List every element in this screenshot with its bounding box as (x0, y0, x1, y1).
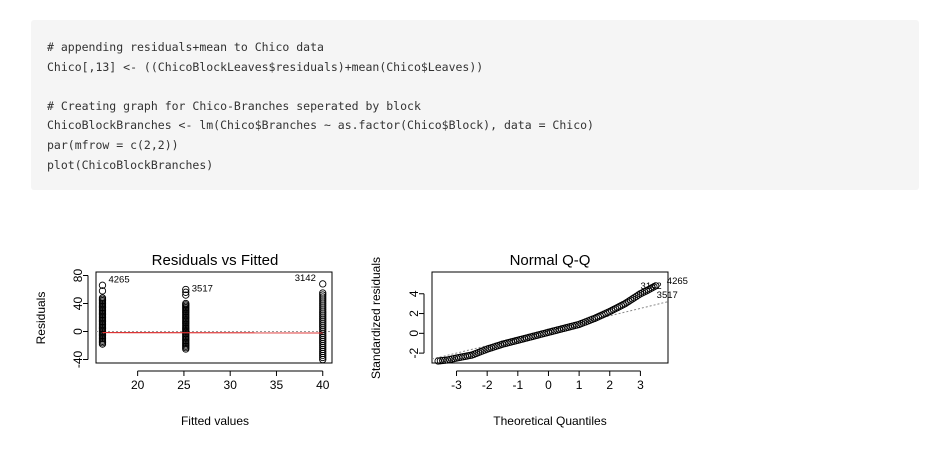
x-tick-label: -2 (482, 378, 493, 392)
point-label: 3517 (657, 290, 678, 301)
y-tick-label: 80 (71, 269, 85, 283)
x-tick-label: 1 (576, 378, 583, 392)
x-tick-label: 3 (637, 378, 644, 392)
x-axis-label: Theoretical Quantiles (493, 414, 606, 428)
code-block: # appending residuals+mean to Chico data… (31, 20, 919, 190)
y-axis-label: Standardized residuals (369, 257, 383, 379)
chart-title: Residuals vs Fitted (152, 252, 279, 269)
y-tick-label: 4 (407, 290, 421, 297)
x-tick-label: 2 (606, 378, 613, 392)
y-tick-label: 0 (407, 330, 421, 337)
plot-frame (432, 272, 668, 363)
chart-title: Normal Q-Q (510, 252, 591, 269)
y-tick-label: -2 (407, 347, 421, 358)
x-tick-label: 35 (270, 378, 284, 392)
x-tick-label: 25 (177, 378, 191, 392)
x-tick-label: -3 (451, 378, 462, 392)
y-tick-label: -40 (71, 351, 85, 369)
code-line: plot(ChicoBlockBranches) (47, 156, 903, 176)
x-tick-label: 20 (131, 378, 145, 392)
point-label: 3142 (295, 273, 316, 284)
x-tick-label: 0 (545, 378, 552, 392)
plot-frame (96, 272, 332, 363)
point-label: 4265 (108, 274, 129, 285)
x-tick-label: 40 (316, 378, 330, 392)
data-point (320, 281, 326, 287)
y-tick-label: 40 (71, 297, 85, 311)
point-label: 3517 (192, 284, 213, 295)
code-line (47, 77, 903, 97)
x-axis-label: Fitted values (181, 414, 249, 428)
point-label: 4265 (667, 276, 688, 287)
x-tick-label: -1 (512, 378, 523, 392)
code-line: # Creating graph for Chico-Branches sepe… (47, 97, 903, 117)
plot-marks: 20 25 30 35 40 -40 0 40 80 4265 3517 3142 (71, 269, 332, 392)
code-line: ChicoBlockBranches <- lm(Chico$Branches … (47, 116, 903, 136)
x-tick-label: 30 (224, 378, 238, 392)
residuals-vs-fitted-panel: Residuals vs Fitted 20 25 30 35 40 -40 0 40 80 42… (34, 252, 332, 428)
code-line: Chico[,13] <- ((ChicoBlockLeaves$residua… (47, 58, 903, 78)
y-tick-label: 0 (71, 328, 85, 335)
y-tick-label: 2 (407, 310, 421, 317)
code-line: par(mfrow = c(2,2)) (47, 136, 903, 156)
y-axis-label: Residuals (34, 292, 48, 345)
code-line: # appending residuals+mean to Chico data (47, 38, 903, 58)
